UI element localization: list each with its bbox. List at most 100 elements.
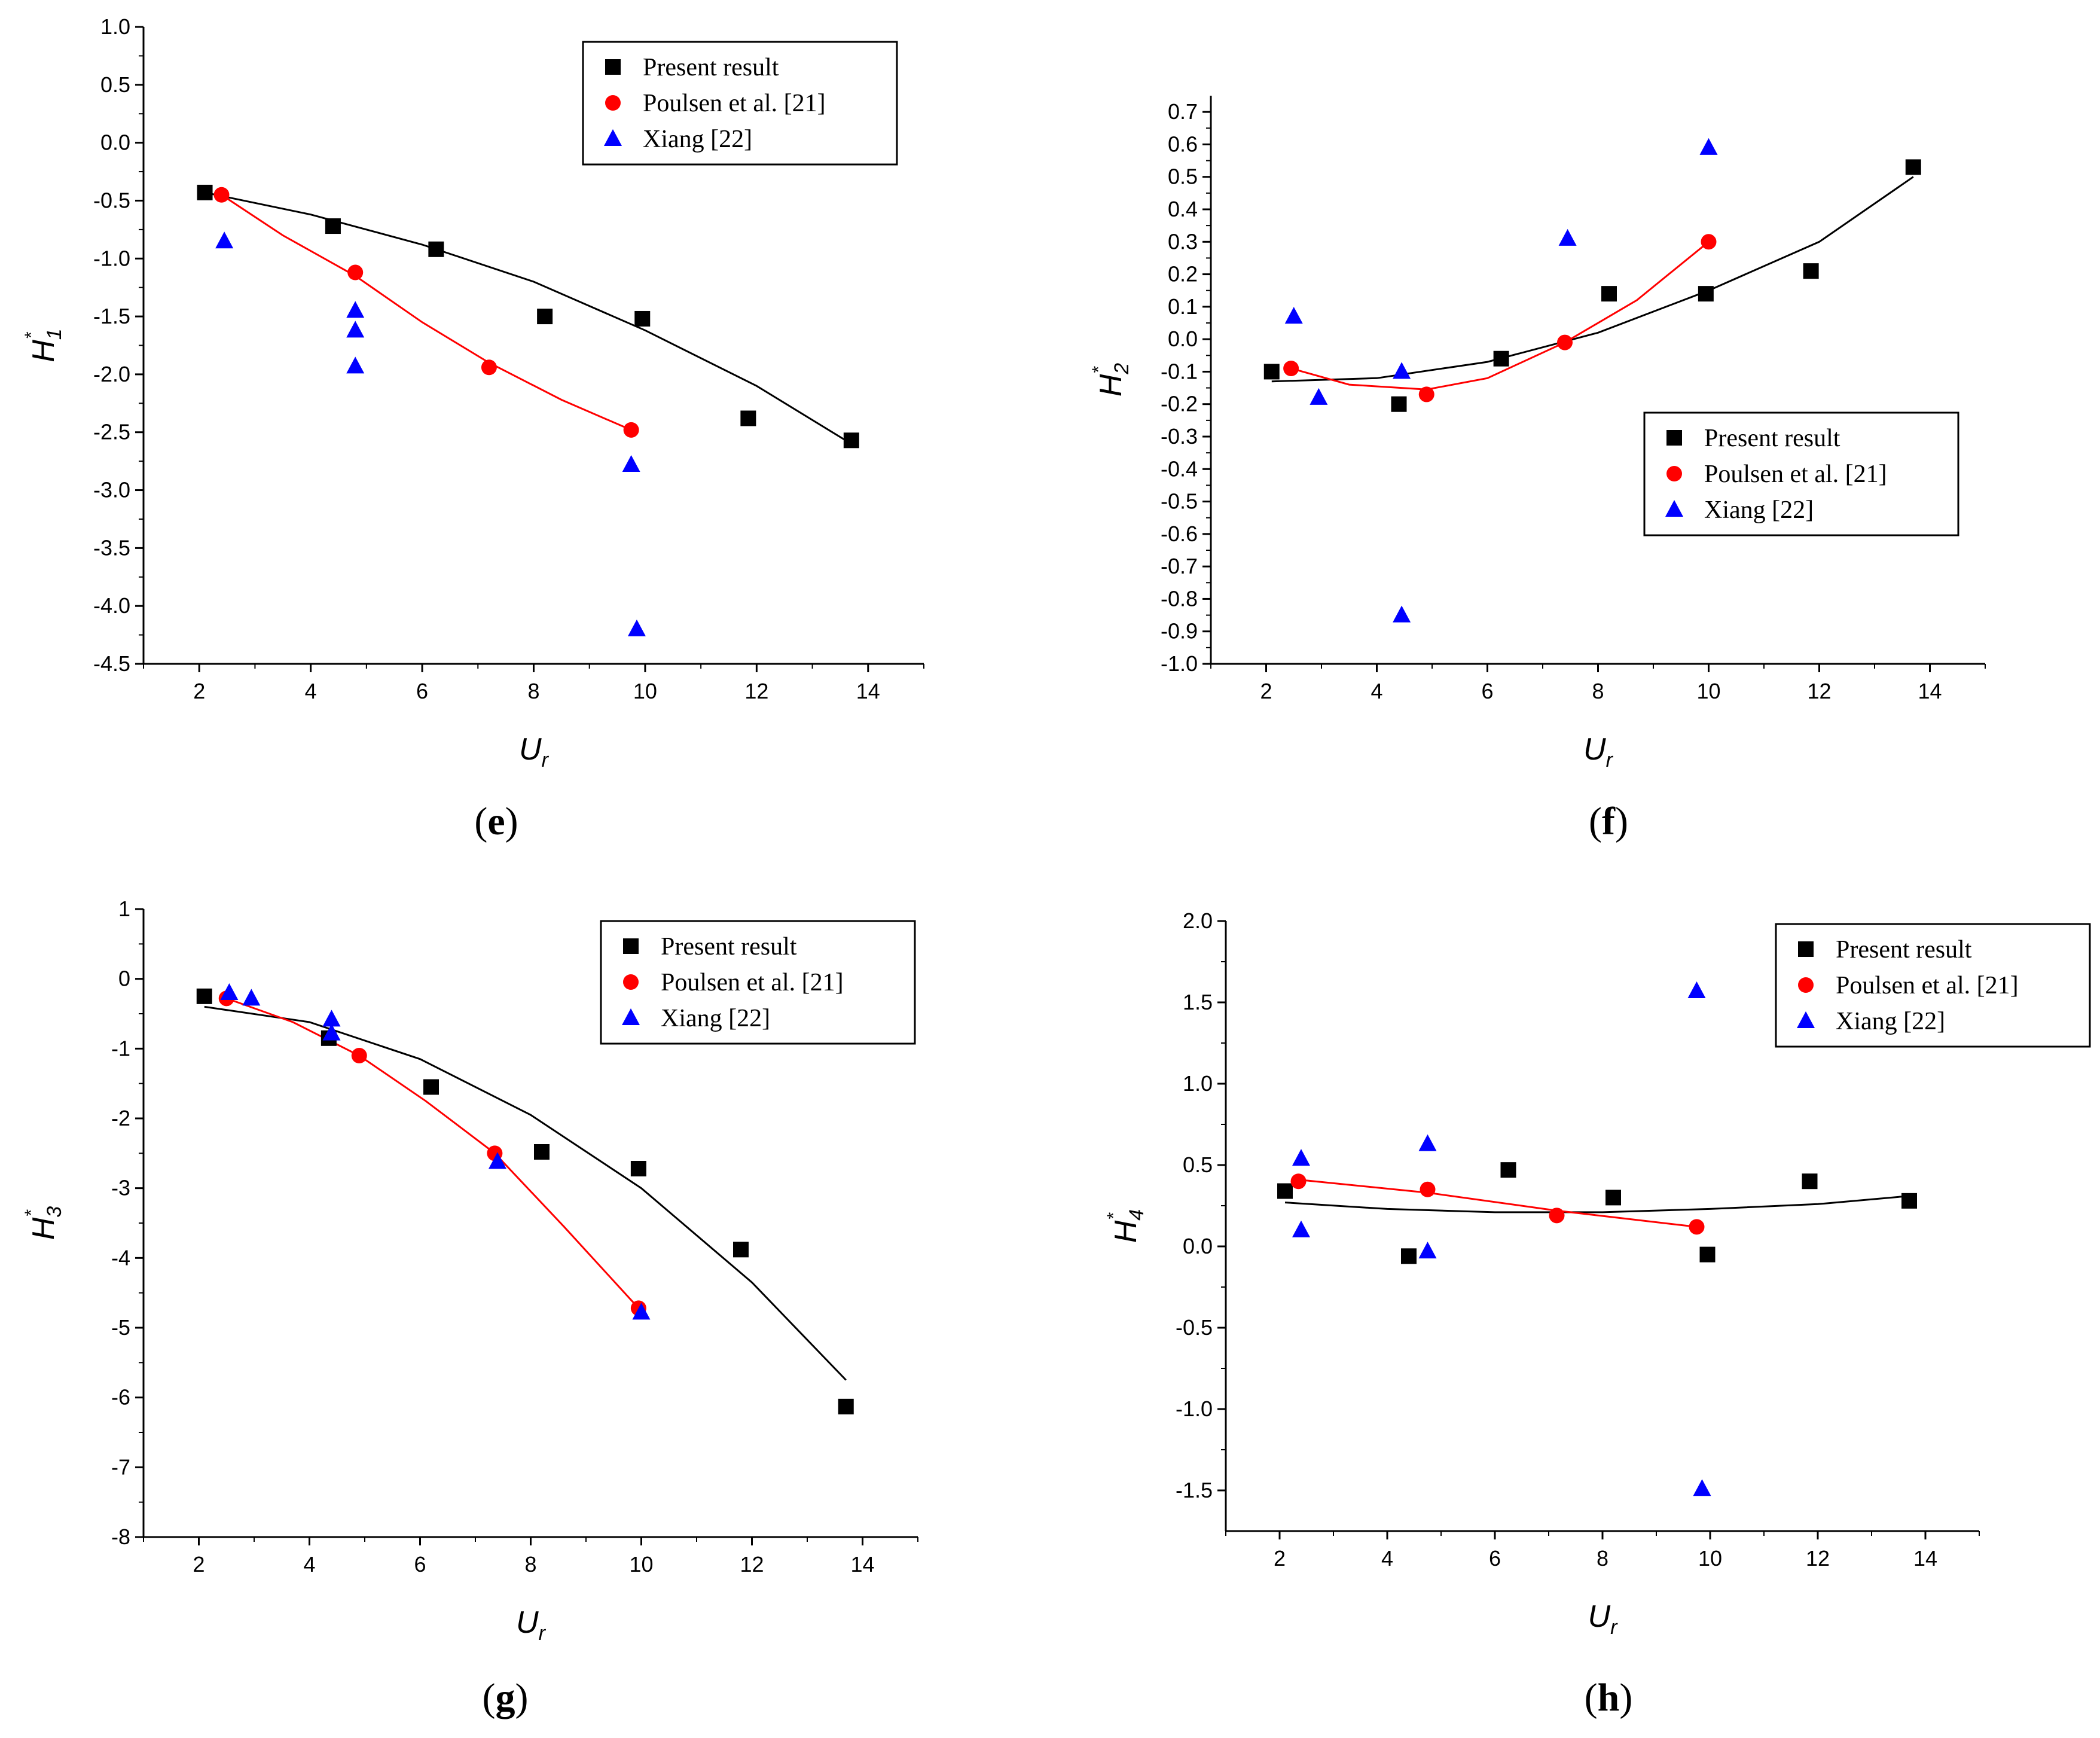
data-point-present-result	[1803, 263, 1819, 279]
y-tick-label: 0.7	[1168, 99, 1198, 124]
y-axis-title-subscript: 1	[43, 328, 66, 340]
panel-label-open: (	[474, 800, 487, 843]
x-tick-label: 4	[303, 1552, 315, 1577]
data-point-present-result	[634, 310, 651, 327]
y-tick-label: -0.5	[1161, 489, 1198, 514]
y-axis-title-subscript: 2	[1110, 363, 1133, 375]
data-point-present-result	[1698, 286, 1714, 302]
data-point-present-result	[1401, 1248, 1417, 1264]
y-tick-label: -0.5	[93, 188, 130, 212]
panel-label: (h)	[1585, 1676, 1633, 1719]
fit-line-poulsen-et-al-21	[1298, 1179, 1697, 1228]
y-tick-label: -0.1	[1161, 359, 1198, 383]
x-tick-label: 4	[305, 679, 317, 703]
x-tick-label: 14	[850, 1552, 874, 1577]
data-point-present-result	[1802, 1173, 1818, 1190]
panel-label-open: (	[1589, 800, 1602, 843]
data-point-present-result	[537, 309, 553, 325]
data-point-poulsen-et-al-21	[351, 1048, 367, 1063]
x-tick-label: 2	[1274, 1546, 1286, 1571]
x-tick-label: 10	[629, 1552, 653, 1577]
legend-box	[1775, 923, 2091, 1048]
data-point-present-result	[1901, 1193, 1917, 1209]
data-point-xiang-22	[627, 619, 646, 636]
x-axis-title-subscript: r	[539, 1622, 547, 1645]
data-point-xiang-22	[220, 983, 239, 1000]
data-point-poulsen-et-al-21	[1549, 1208, 1565, 1224]
legend-marker-present-result	[605, 59, 621, 75]
fit-line-poulsen-et-al-21	[226, 997, 640, 1309]
data-point-xiang-22	[322, 1023, 341, 1041]
data-point-poulsen-et-al-21	[1557, 334, 1573, 350]
legend-box	[582, 41, 898, 166]
legend-label: Present result	[643, 54, 779, 81]
legend-marker-xiang-22	[1665, 500, 1683, 517]
x-tick-label: 14	[1913, 1546, 1937, 1571]
x-tick-label: 6	[414, 1552, 426, 1577]
data-point-xiang-22	[1393, 605, 1411, 623]
y-tick-label: 0.5	[1168, 164, 1198, 189]
y-tick-label: -0.6	[1161, 522, 1198, 546]
x-tick-label: 10	[633, 679, 657, 703]
y-axis-title: H1*	[22, 328, 66, 362]
x-tick-label: 10	[1698, 1546, 1722, 1571]
data-point-xiang-22	[1687, 981, 1706, 998]
data-point-present-result	[1263, 364, 1280, 380]
y-axis-title-subscript: 3	[43, 1206, 66, 1218]
x-axis-title: Ur	[1583, 732, 1614, 772]
y-tick-label: 0.5	[1183, 1152, 1213, 1177]
y-tick-label: -1.5	[93, 304, 130, 328]
legend-marker-poulsen-et-al-21	[605, 95, 621, 111]
x-axis-title: Ur	[1588, 1599, 1619, 1639]
y-tick-label: 1	[118, 897, 130, 921]
data-point-xiang-22	[1693, 1479, 1711, 1496]
y-axis-title: H4*	[1104, 1209, 1148, 1243]
data-point-poulsen-et-al-21	[1290, 1173, 1307, 1190]
data-point-present-result	[1277, 1183, 1293, 1199]
y-tick-label: -8	[111, 1524, 130, 1549]
x-axis-title-subscript: r	[1606, 749, 1614, 772]
legend-marker-poulsen-et-al-21	[1798, 977, 1814, 993]
panel-label: (g)	[483, 1676, 529, 1719]
panel-label-close: )	[1615, 800, 1628, 843]
y-tick-label: -0.8	[1161, 586, 1198, 611]
data-point-xiang-22	[1558, 228, 1577, 246]
x-tick-label: 4	[1381, 1546, 1393, 1571]
data-point-xiang-22	[346, 301, 365, 318]
y-tick-label: -1.0	[1161, 651, 1198, 676]
y-tick-label: 2.0	[1183, 908, 1213, 933]
y-tick-label: 0.5	[100, 72, 130, 97]
data-point-xiang-22	[1292, 1149, 1310, 1166]
legend-label: Poulsen et al. [21]	[1836, 972, 2019, 999]
legend-label: Xiang [22]	[661, 1005, 770, 1032]
panel-label-open: (	[1585, 1676, 1598, 1719]
fit-line-present-result	[1284, 1195, 1910, 1213]
panel-label-close: )	[1619, 1676, 1632, 1719]
y-tick-label: -1	[111, 1036, 130, 1060]
data-point-present-result	[1605, 1190, 1621, 1206]
fit-line-present-result	[204, 191, 852, 445]
legend-label: Poulsen et al. [21]	[1704, 461, 1887, 488]
x-tick-label: 8	[1592, 679, 1604, 703]
y-tick-label: 1.5	[1183, 990, 1213, 1014]
x-axis-title-subscript: r	[1610, 1616, 1618, 1639]
data-point-poulsen-et-al-21	[1283, 361, 1299, 376]
data-point-present-result	[534, 1144, 550, 1160]
y-tick-label: -3	[111, 1176, 130, 1200]
y-tick-label: 0.0	[1168, 327, 1198, 351]
chart-panel-f: 0.7 0.6 0.5 0.4 0.3 0.2 0.1 0.0 -0.1 -0.2 -0.3 -0.4…	[1089, 96, 1986, 843]
legend-label: Present result	[661, 933, 797, 961]
y-tick-label: -5	[111, 1315, 130, 1340]
x-tick-label: 4	[1371, 679, 1382, 703]
y-axis-title-subscript: 4	[1125, 1209, 1148, 1221]
fit-line-present-result	[1271, 176, 1914, 383]
y-tick-label: -0.2	[1161, 392, 1198, 416]
y-tick-label: -1.0	[1176, 1397, 1213, 1421]
y-tick-label: -1.0	[93, 246, 130, 270]
data-point-xiang-22	[632, 1303, 651, 1320]
legend-marker-poulsen-et-al-21	[1666, 466, 1682, 481]
legend-box	[1643, 411, 1959, 536]
legend: Present result Poulsen et al. [21] Xiang […	[1775, 923, 2091, 1048]
chart-panel-g: 10-1-2-3-4-5-6-7-82 4 6 8 10 12 14UrH3*Present…	[22, 897, 918, 1719]
y-tick-label: 0.4	[1168, 197, 1198, 221]
